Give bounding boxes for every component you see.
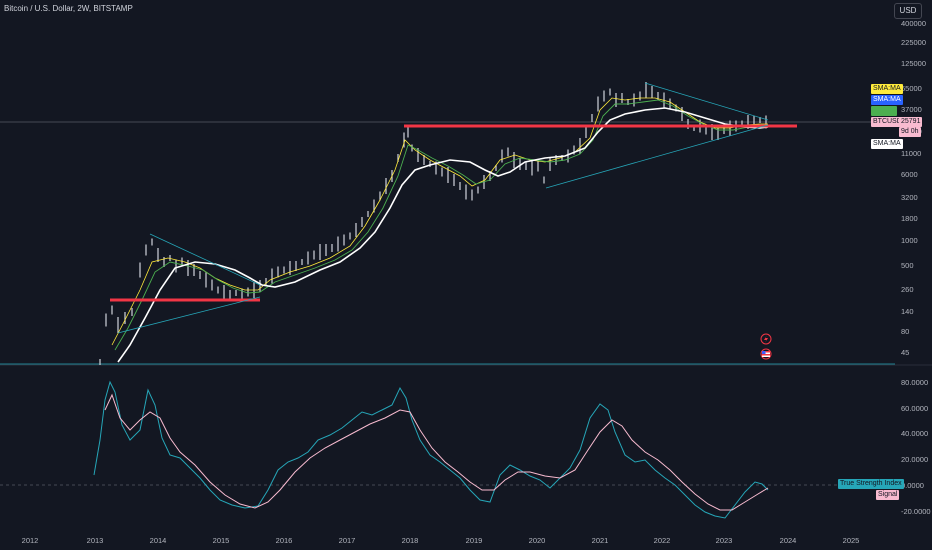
- price-tick: 65000: [901, 84, 922, 93]
- date-tick: 2018: [402, 536, 419, 545]
- sma-tag-1: SMA:MA: [871, 84, 903, 94]
- osc-tick: 40.0000: [901, 429, 928, 438]
- tsi-tag: True Strength Index: [838, 479, 904, 489]
- date-tick: 2019: [466, 536, 483, 545]
- trendline-2015-bottom[interactable]: [117, 296, 261, 334]
- osc-tick: -20.0000: [901, 507, 931, 516]
- price-tick: 6000: [901, 170, 918, 179]
- trendline-2020-bottom[interactable]: [545, 124, 769, 189]
- date-tick: 2017: [339, 536, 356, 545]
- countdown-tag: 9d 0h: [899, 127, 921, 137]
- price-tag: 25791: [899, 117, 923, 127]
- date-tick: 2024: [780, 536, 797, 545]
- price-tick: 260: [901, 285, 914, 294]
- price-tick: 1800: [901, 214, 918, 223]
- price-tick: 3200: [901, 193, 918, 202]
- price-tick: 45: [901, 348, 909, 357]
- trendline-2014-top[interactable]: [149, 233, 261, 286]
- price-tick: 80: [901, 327, 909, 336]
- date-tick: 2023: [716, 536, 733, 545]
- date-tick: 2013: [87, 536, 104, 545]
- signal-tag: Signal: [876, 490, 900, 500]
- symbol-tag: BTCUSD: [871, 117, 904, 127]
- price-tick: 1000: [901, 236, 918, 245]
- currency-button[interactable]: USD: [894, 3, 922, 19]
- sma-tag-3: [871, 106, 897, 116]
- price-axis[interactable]: 400000 225000 125000 65000 37000 20000 1…: [901, 19, 926, 357]
- price-tick: 500: [901, 261, 914, 270]
- osc-tick: 20.0000: [901, 455, 928, 464]
- chart-title: Bitcoin / U.S. Dollar, 2W, BITSTAMP: [4, 4, 133, 13]
- date-tick: 2022: [654, 536, 671, 545]
- date-tick: 2020: [529, 536, 546, 545]
- osc-tick: 60.0000: [901, 404, 928, 413]
- sma-yellow-line: [111, 97, 768, 346]
- sma-tag-4: SMA:MA: [871, 139, 903, 149]
- sma-green-line: [114, 99, 768, 351]
- oscillator-axis[interactable]: 80.0000 60.0000 40.0000 20.0000 0.0000 -…: [901, 378, 931, 516]
- lightning-icon[interactable]: [760, 333, 772, 345]
- trendline-2021-top[interactable]: [644, 82, 769, 121]
- osc-tick: 80.0000: [901, 378, 928, 387]
- price-tick: 125000: [901, 59, 926, 68]
- date-tick: 2012: [22, 536, 39, 545]
- date-tick: 2014: [150, 536, 167, 545]
- tsi-line: [93, 380, 769, 519]
- price-tick: 37000: [901, 105, 922, 114]
- date-tick: 2021: [592, 536, 609, 545]
- date-tick: 2025: [843, 536, 860, 545]
- price-tick: 140: [901, 307, 914, 316]
- flag-icon[interactable]: [760, 348, 772, 360]
- date-axis[interactable]: 2012 2013 2014 2015 2016 2017 2018 2019 …: [22, 536, 860, 545]
- osc-tick: 0.0000: [901, 481, 924, 490]
- date-tick: 2015: [213, 536, 230, 545]
- signal-line: [104, 393, 769, 511]
- price-tick: 400000: [901, 19, 926, 28]
- date-tick: 2016: [276, 536, 293, 545]
- price-tick: 225000: [901, 38, 926, 47]
- sma-white-line: [117, 107, 769, 363]
- sma-tag-2: SMA:MA: [871, 95, 903, 105]
- price-tick: 11000: [901, 149, 921, 158]
- candle-series: [99, 82, 767, 365]
